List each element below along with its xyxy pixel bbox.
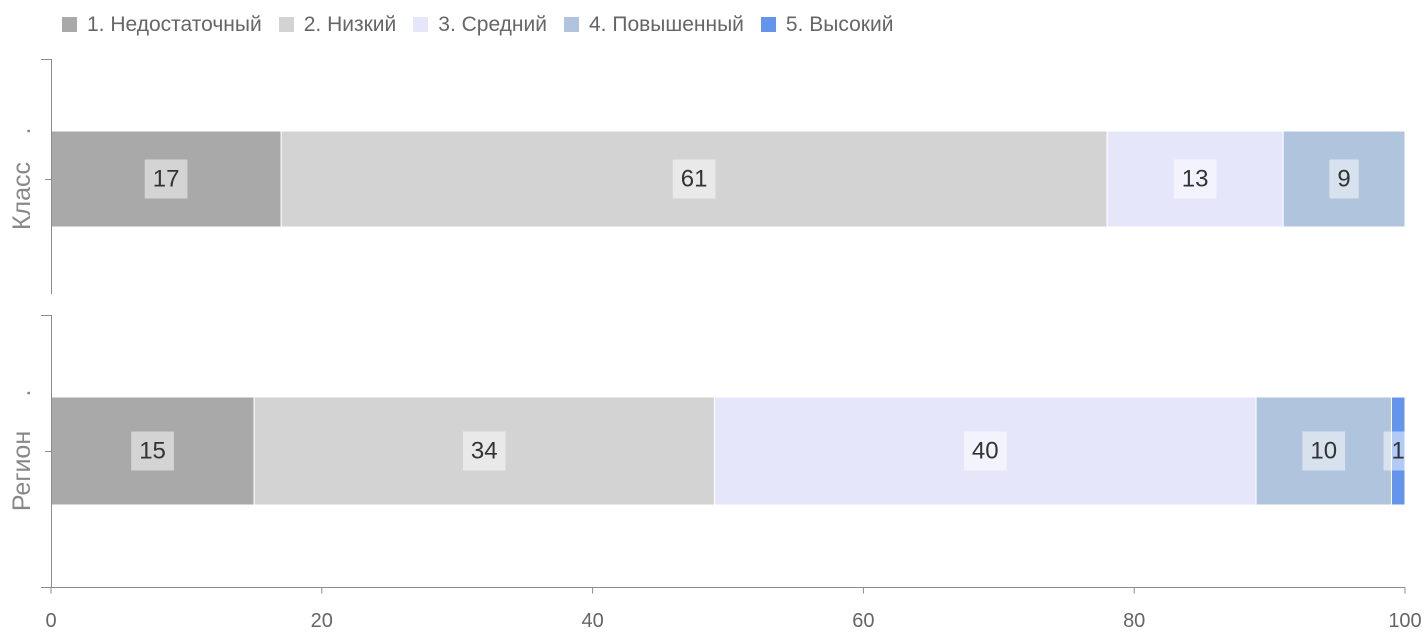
data-label: 10 bbox=[1310, 438, 1337, 465]
data-label-box bbox=[131, 431, 174, 471]
x-tick-label: 100 bbox=[1388, 610, 1421, 632]
data-label-box bbox=[1173, 159, 1217, 199]
legend-swatch bbox=[760, 17, 776, 32]
category-mark: . bbox=[8, 128, 36, 135]
data-label: 61 bbox=[681, 166, 708, 193]
data-label: 1 bbox=[1392, 438, 1405, 465]
data-label: 17 bbox=[153, 166, 180, 193]
data-label-box bbox=[1302, 431, 1346, 471]
legend-swatch bbox=[413, 17, 429, 32]
x-tick-label: 80 bbox=[1123, 610, 1145, 632]
legend-label: 4. Повышенный bbox=[589, 13, 744, 36]
category-mark: . bbox=[8, 390, 36, 397]
data-label-box bbox=[672, 159, 716, 199]
data-label: 15 bbox=[139, 438, 166, 465]
x-tick-label: 0 bbox=[45, 610, 56, 632]
data-label-box bbox=[462, 431, 506, 471]
legend-label: 3. Средний bbox=[438, 13, 547, 36]
data-label-box bbox=[1383, 431, 1405, 471]
legend-label: 2. Низкий bbox=[303, 13, 397, 36]
legend-item[interactable]: 3. Средний bbox=[413, 14, 547, 35]
legend-swatch bbox=[62, 17, 77, 32]
data-label: 34 bbox=[471, 438, 498, 465]
data-label: 13 bbox=[1182, 166, 1209, 193]
data-label-box bbox=[963, 431, 1007, 471]
legend-swatch bbox=[278, 17, 294, 32]
legend-swatch bbox=[564, 17, 579, 32]
data-label-box bbox=[144, 159, 188, 199]
x-tick-label: 20 bbox=[311, 610, 333, 632]
category-label: Класс bbox=[8, 162, 36, 230]
legend-item[interactable]: 2. Низкий bbox=[278, 13, 397, 36]
legend: 1. Недостаточный 2. Низкий 3. Средний 4.… bbox=[62, 14, 910, 35]
bar-segment bbox=[713, 396, 1257, 506]
data-label: 40 bbox=[972, 438, 999, 465]
legend-item[interactable]: 4. Повышенный bbox=[564, 14, 744, 35]
legend-label: 1. Недостаточный bbox=[87, 13, 262, 36]
legend-item[interactable]: 1. Недостаточный bbox=[62, 14, 262, 35]
data-label: 9 bbox=[1337, 166, 1350, 193]
data-labels-layer: 17 61 13 9 15 34 40 10 1 bbox=[131, 159, 1405, 471]
x-tick-label: 40 bbox=[581, 610, 603, 632]
category-label: Регион bbox=[8, 431, 36, 511]
data-label-box bbox=[1329, 159, 1359, 199]
legend-item[interactable]: 5. Высокий bbox=[760, 13, 894, 36]
bars-layer bbox=[50, 130, 1406, 506]
x-tick-label: 60 bbox=[852, 610, 874, 632]
legend-label: 5. Высокий bbox=[785, 13, 894, 36]
axes-layer: Класс. Регион. 0 20 40 60 80 100 bbox=[8, 59, 1422, 632]
